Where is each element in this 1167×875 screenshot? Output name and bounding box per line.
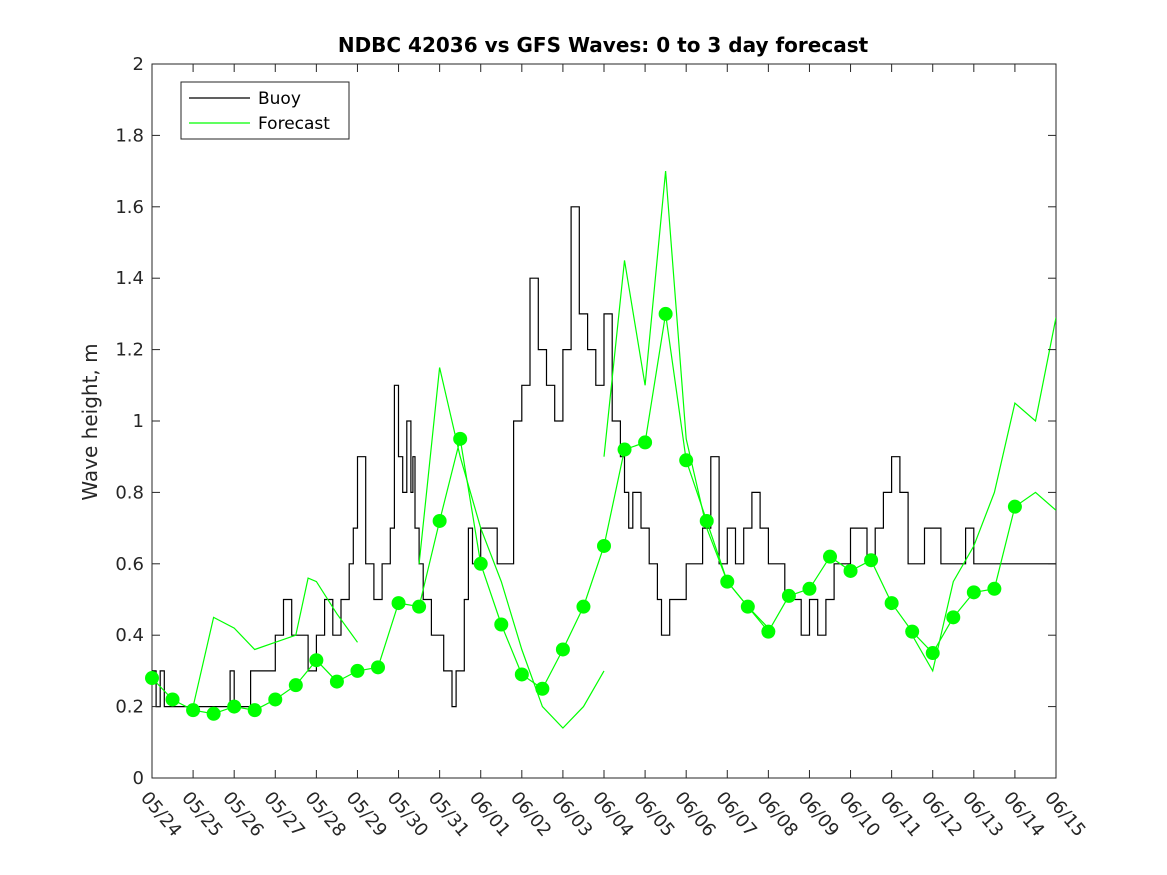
x-tick-label: 06/06 xyxy=(670,788,719,841)
y-tick-label: 0.2 xyxy=(115,697,144,718)
x-tick-label: 06/04 xyxy=(588,788,637,841)
x-tick-label: 06/07 xyxy=(711,788,760,841)
x-tick-label: 06/15 xyxy=(1040,788,1089,841)
x-tick-label: 06/13 xyxy=(958,788,1007,841)
forecast-line-2 xyxy=(192,577,358,707)
x-tick-label: 05/30 xyxy=(383,788,432,841)
y-tick-label: 1.8 xyxy=(115,125,144,146)
legend-label-buoy: Buoy xyxy=(258,89,301,109)
x-tick-label: 05/25 xyxy=(177,788,226,841)
x-tick-label: 06/12 xyxy=(917,788,966,841)
y-tick-label: 1.6 xyxy=(115,197,144,218)
x-tick-label: 05/28 xyxy=(301,788,350,841)
y-axis-label: Wave height, m xyxy=(78,343,102,500)
forecast-marker xyxy=(925,646,940,661)
forecast-marker xyxy=(576,599,591,614)
forecast-line-3 xyxy=(418,367,605,729)
forecast-marker xyxy=(165,692,180,707)
x-tick-label: 06/11 xyxy=(876,788,925,841)
forecast-marker xyxy=(535,681,550,696)
x-tick-label: 06/10 xyxy=(835,788,884,841)
forecast-marker xyxy=(638,435,653,450)
x-axis: 05/2405/2505/2605/2705/2805/2905/3005/31… xyxy=(136,64,1090,841)
forecast-marker xyxy=(350,663,365,678)
forecast-line-4 xyxy=(603,171,769,629)
forecast-marker xyxy=(453,431,468,446)
forecast-marker xyxy=(514,667,529,682)
forecast-marker xyxy=(946,610,961,625)
forecast-marker xyxy=(473,556,488,571)
series-group xyxy=(152,171,1056,729)
forecast-markers xyxy=(145,306,1022,721)
forecast-marker xyxy=(740,599,755,614)
forecast-line-5 xyxy=(911,317,1056,673)
y-tick-label: 2 xyxy=(133,54,144,75)
forecast-marker xyxy=(145,671,159,686)
x-tick-label: 05/27 xyxy=(259,788,308,841)
forecast-marker xyxy=(679,453,694,468)
forecast-marker xyxy=(432,513,447,528)
y-tick-label: 0.8 xyxy=(115,482,144,503)
forecast-marker xyxy=(494,617,509,632)
forecast-marker xyxy=(555,642,570,657)
x-tick-label: 05/26 xyxy=(218,788,267,841)
y-tick-label: 1 xyxy=(133,411,144,432)
legend-label-forecast: Forecast xyxy=(258,114,330,134)
forecast-marker xyxy=(371,660,385,675)
forecast-marker xyxy=(186,703,201,718)
forecast-marker xyxy=(617,442,632,457)
x-tick-label: 06/03 xyxy=(547,788,596,841)
x-tick-label: 06/14 xyxy=(999,788,1048,841)
x-tick-label: 06/05 xyxy=(629,788,678,841)
forecast-marker xyxy=(247,703,262,718)
forecast-marker xyxy=(884,596,899,611)
forecast-marker xyxy=(597,538,611,553)
forecast-marker xyxy=(781,588,796,603)
y-axis: 0 0.2 0.4 0.6 0.8 1 1.2 1.4 1.6 1.8 2 xyxy=(115,54,1056,789)
plot-area xyxy=(145,63,1057,779)
forecast-marker xyxy=(391,596,406,611)
forecast-marker xyxy=(720,574,735,589)
chart-title: NDBC 42036 vs GFS Waves: 0 to 3 day fore… xyxy=(338,33,869,57)
y-tick-label: 1.4 xyxy=(115,268,144,289)
forecast-marker xyxy=(823,549,837,564)
x-tick-label: 05/29 xyxy=(342,788,391,841)
forecast-marker xyxy=(268,692,283,707)
x-tick-label: 06/01 xyxy=(465,788,514,841)
forecast-marker xyxy=(658,306,673,321)
y-tick-label: 1.2 xyxy=(115,340,144,361)
x-tick-label: 05/31 xyxy=(424,788,473,841)
forecast-marker xyxy=(206,706,221,721)
forecast-marker xyxy=(309,653,324,668)
buoy-line xyxy=(152,206,1056,708)
forecast-marker xyxy=(227,699,242,714)
x-tick-label: 06/02 xyxy=(506,788,555,841)
y-tick-label: 0.4 xyxy=(115,625,144,646)
forecast-marker xyxy=(987,581,1002,596)
forecast-marker xyxy=(1007,499,1022,514)
legend: Buoy Forecast xyxy=(180,81,350,140)
x-tick-label: 06/09 xyxy=(794,788,843,841)
forecast-marker xyxy=(329,674,344,689)
forecast-marker xyxy=(802,581,817,596)
forecast-marker xyxy=(966,585,981,600)
forecast-marker xyxy=(699,513,714,528)
forecast-marker xyxy=(412,599,427,614)
y-tick-label: 0.6 xyxy=(115,554,144,575)
x-tick-label: 05/24 xyxy=(136,788,185,841)
forecast-marker xyxy=(864,553,879,568)
forecast-marker xyxy=(761,624,776,639)
x-tick-label: 06/08 xyxy=(753,788,802,841)
y-tick-label: 0 xyxy=(133,768,144,789)
forecast-marker xyxy=(905,624,920,639)
forecast-marker xyxy=(843,563,858,578)
forecast-marker xyxy=(288,678,303,693)
legend-box xyxy=(180,81,350,140)
